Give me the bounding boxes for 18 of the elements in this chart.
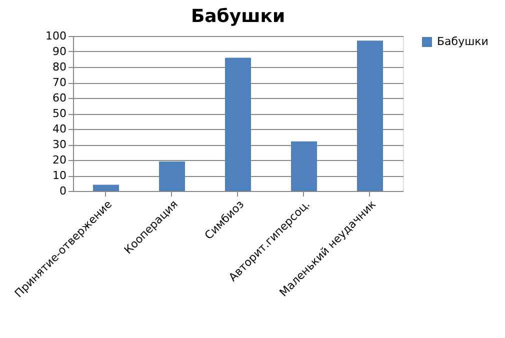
y-tick-label: 70 xyxy=(52,76,66,89)
bar xyxy=(225,58,251,191)
y-tick-label: 30 xyxy=(52,138,66,151)
y-tick-label: 10 xyxy=(52,169,66,182)
y-tick-label: 0 xyxy=(60,184,66,198)
bar xyxy=(159,162,185,191)
y-tick-label: 60 xyxy=(52,92,66,104)
y-tick-label: 50 xyxy=(52,107,66,120)
y-tick-label: 80 xyxy=(52,60,66,74)
bar xyxy=(93,184,119,191)
y-tick-label: 20 xyxy=(52,154,66,166)
y-tick-label: 40 xyxy=(52,122,66,136)
legend-label: Бабушки xyxy=(437,35,488,48)
bar xyxy=(291,141,317,191)
y-tick-label: 100 xyxy=(46,30,66,42)
chart-title: Бабушки xyxy=(190,6,286,27)
y-tick-label: 90 xyxy=(52,45,66,58)
bar xyxy=(357,40,383,191)
